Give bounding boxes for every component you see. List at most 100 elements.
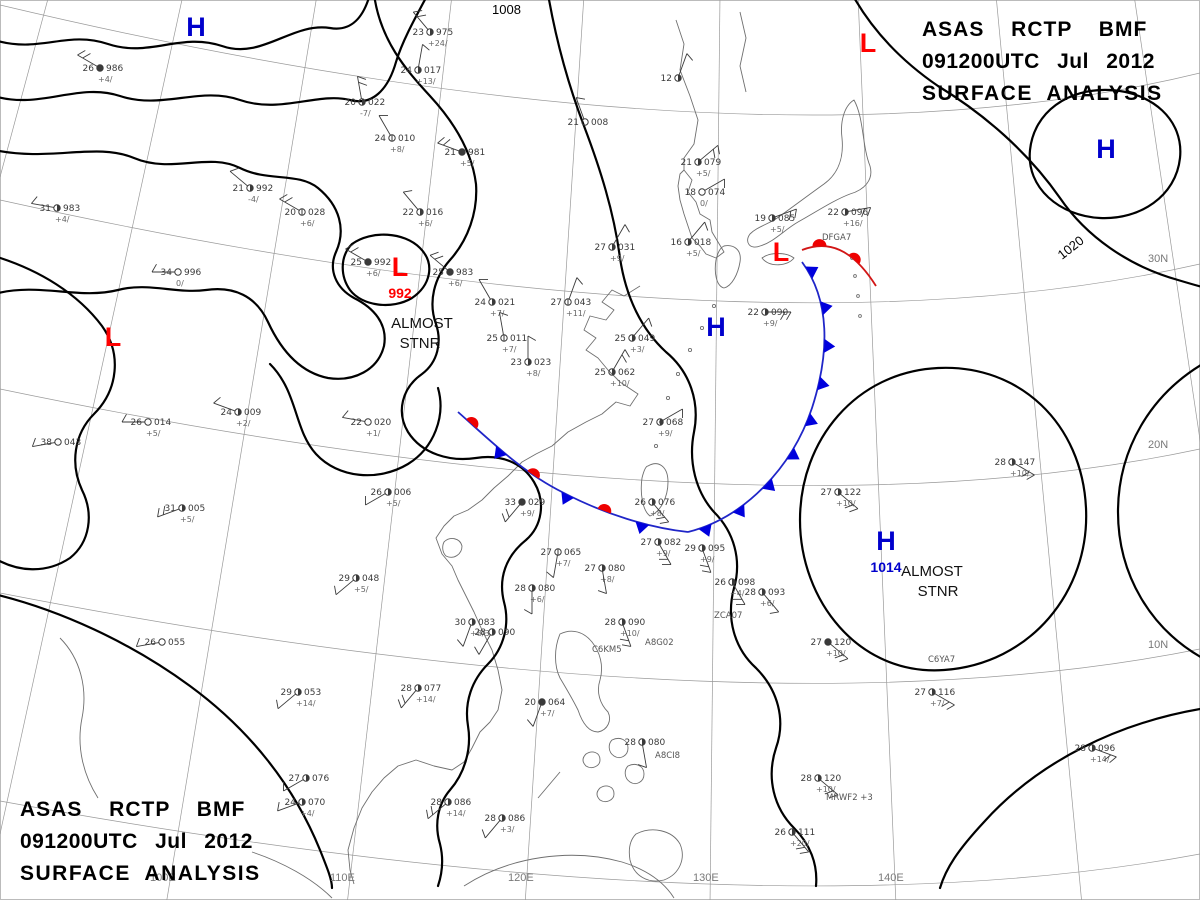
pressure-center-h: H 1014 — [870, 526, 901, 575]
station-plot: 21 981+5/ — [437, 136, 485, 168]
svg-text:+10/: +10/ — [1010, 469, 1030, 478]
warm-front-semicircle-icon — [597, 503, 612, 514]
svg-text:+5/: +5/ — [686, 249, 701, 258]
svg-text:+6/: +6/ — [448, 279, 463, 288]
svg-text:21: 21 — [568, 118, 579, 128]
station-plot: 27 080+8/ — [585, 564, 625, 595]
wind-barb-icon — [662, 408, 683, 421]
svg-text:29: 29 — [339, 574, 351, 584]
svg-text:+9/: +9/ — [656, 549, 671, 558]
station-plot: 24 070+4/ — [277, 798, 325, 818]
station-plot: 22 096+16/ — [828, 207, 872, 228]
isobar-closed-1014 — [798, 366, 1088, 672]
station-plot: 26 986+4/ — [77, 50, 123, 84]
title-line-2: 091200UTC Jul 2012 — [20, 830, 253, 853]
meridian-90e — [0, 0, 183, 835]
title-block-bottom-left: ASAS RCTP BMF 091200UTC Jul 2012 SURFACE… — [20, 798, 261, 885]
wind-barb-icon — [400, 690, 417, 709]
svg-text:27: 27 — [551, 298, 562, 308]
station-plot: 24 010+8/ — [375, 115, 415, 154]
warm-front-semicircle-icon — [527, 468, 540, 479]
svg-text:+7/: +7/ — [502, 345, 517, 354]
map-annotation: ALMOST — [391, 315, 453, 332]
svg-text:+1/: +1/ — [366, 429, 381, 438]
svg-text:+5/: +5/ — [146, 429, 161, 438]
station-plot: 23 975+24/ — [413, 10, 453, 48]
meridian-130e — [709, 0, 721, 900]
coast-sumatra — [251, 851, 333, 899]
svg-text:+8/3: +8/3 — [470, 629, 490, 638]
svg-text:+14/: +14/ — [296, 699, 316, 708]
svg-text:28: 28 — [431, 798, 443, 808]
svg-text:+5/: +5/ — [460, 159, 475, 168]
svg-text:074: 074 — [708, 188, 725, 198]
svg-text:+7/: +7/ — [930, 699, 945, 708]
svg-text:16: 16 — [671, 238, 683, 248]
isobar-label: 1020 — [1055, 233, 1087, 263]
coast-honshu — [747, 99, 872, 248]
coast-luzon — [555, 630, 610, 733]
meridian-160e — [1134, 0, 1200, 443]
svg-text:21: 21 — [681, 158, 692, 168]
wind-barb-icon — [774, 208, 797, 218]
coast-visayas — [582, 737, 645, 803]
svg-text:996: 996 — [184, 268, 201, 278]
svg-text:+13/: +13/ — [416, 77, 436, 86]
svg-text:27: 27 — [915, 688, 926, 698]
wind-barb-icon — [213, 402, 236, 412]
svg-text:28: 28 — [485, 814, 497, 824]
station-plot: 21 992-4/ — [229, 167, 273, 204]
svg-text:+8/: +8/ — [650, 509, 665, 518]
station-plots: 26 986+4/23 975+24/24 017+13/20 022-7/24 010+… — [31, 10, 1117, 854]
svg-text:28: 28 — [605, 618, 617, 628]
wind-barb-icon — [689, 221, 706, 240]
cloud-cover-icon — [364, 418, 372, 426]
svg-text:21: 21 — [445, 148, 456, 158]
svg-text:21: 21 — [233, 184, 244, 194]
svg-text:+14/: +14/ — [1090, 755, 1110, 764]
station-plot: 26 076+8/ — [635, 498, 675, 524]
svg-text:27: 27 — [585, 564, 596, 574]
svg-text:29: 29 — [685, 544, 697, 554]
svg-text:0/: 0/ — [176, 279, 184, 288]
meridian-80e — [0, 0, 49, 178]
svg-text:26: 26 — [371, 488, 383, 498]
station-plot: 21 079+5/ — [681, 144, 721, 178]
station-plot: 28 086+3/ — [481, 814, 525, 839]
wind-barb-icon — [1094, 748, 1117, 758]
lon-label: 140E — [878, 872, 904, 884]
coast-china-indochina — [347, 285, 641, 885]
station-plot: 22 090+9/ — [748, 308, 792, 328]
wind-barb-icon — [357, 76, 362, 99]
wind-barb-icon — [622, 624, 632, 647]
isobar — [0, 0, 370, 51]
svg-text:28: 28 — [995, 458, 1007, 468]
svg-text:28: 28 — [475, 628, 487, 638]
svg-text:986: 986 — [106, 64, 123, 74]
svg-text:29: 29 — [281, 688, 293, 698]
svg-text:031: 031 — [618, 243, 635, 253]
svg-text:077: 077 — [424, 684, 441, 694]
svg-text:043: 043 — [574, 298, 591, 308]
svg-text:26: 26 — [145, 638, 157, 648]
svg-text:+8/: +8/ — [600, 575, 615, 584]
wind-barb-icon — [136, 642, 159, 647]
svg-text:27: 27 — [289, 774, 300, 784]
wind-barb-icon — [934, 693, 955, 706]
coast-shikoku — [761, 253, 795, 266]
station-plot: 28 077+14/ — [397, 684, 441, 709]
svg-text:+9/: +9/ — [520, 509, 535, 518]
station-plot: 27 076 — [283, 774, 329, 792]
title-line-3: SURFACE ANALYSIS — [20, 862, 261, 885]
coast-taiwan — [640, 463, 669, 517]
svg-text:18: 18 — [685, 188, 697, 198]
station-plot: 24 017+13/ — [401, 44, 441, 86]
svg-text:116: 116 — [938, 688, 955, 698]
station-plot: 33 029+9/ — [501, 498, 545, 523]
svg-text:+7/: +7/ — [556, 559, 571, 568]
meridian-100e — [166, 0, 317, 900]
svg-text:26: 26 — [775, 828, 787, 838]
warm-front-path — [801, 245, 877, 287]
pressure-value: 992 — [388, 285, 412, 301]
